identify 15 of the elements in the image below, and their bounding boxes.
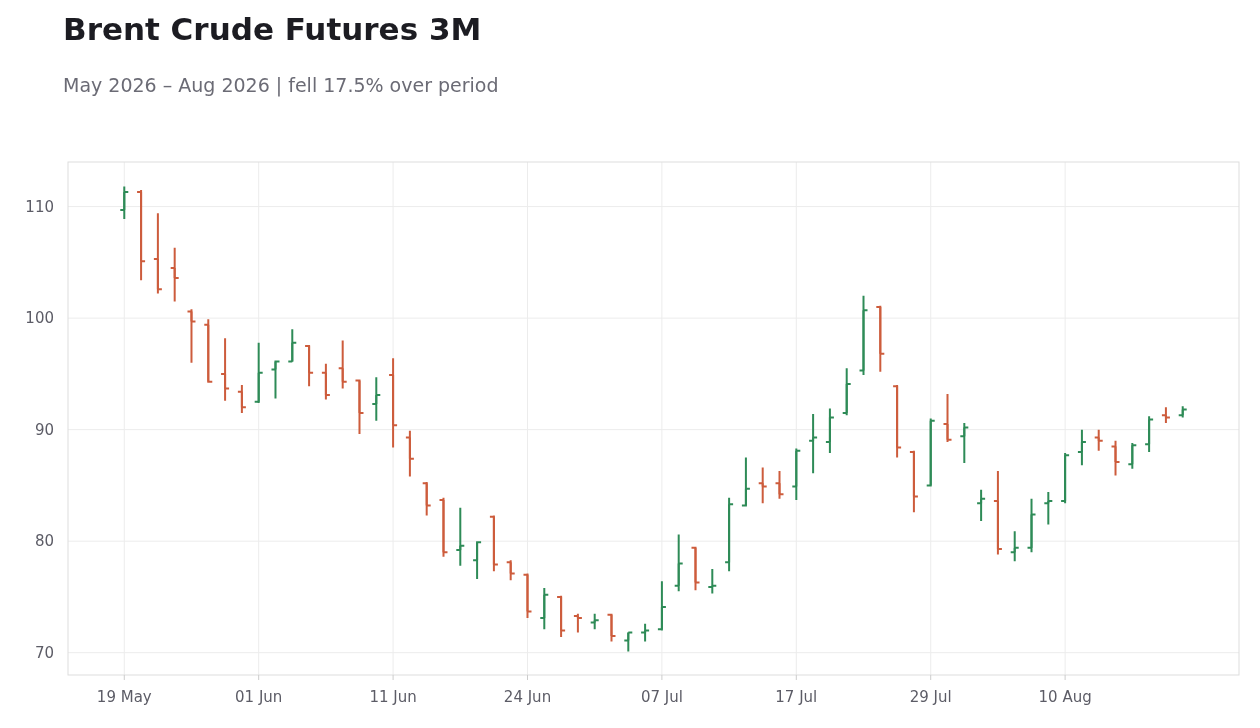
x-tick-label: 24 Jun xyxy=(503,688,552,706)
y-tick-label: 100 xyxy=(25,309,54,328)
y-tick-label: 90 xyxy=(34,420,54,439)
chart-subtitle: May 2026 – Aug 2026 | fell 17.5% over period xyxy=(63,74,499,97)
x-tick-label: 01 Jun xyxy=(235,688,283,706)
y-tick-label: 80 xyxy=(34,532,54,551)
y-tick-label: 70 xyxy=(34,643,54,662)
x-tick-label: 29 Jul xyxy=(909,688,952,706)
x-tick-label: 17 Jul xyxy=(775,688,818,706)
chart-title: Brent Crude Futures 3M xyxy=(63,11,482,47)
x-tick-label: 07 Jul xyxy=(640,688,683,706)
x-tick-label: 10 Aug xyxy=(1038,688,1092,706)
y-tick-label: 110 xyxy=(25,197,54,216)
x-tick-label: 11 Jun xyxy=(369,688,417,706)
x-tick-label: 19 May xyxy=(96,688,152,706)
